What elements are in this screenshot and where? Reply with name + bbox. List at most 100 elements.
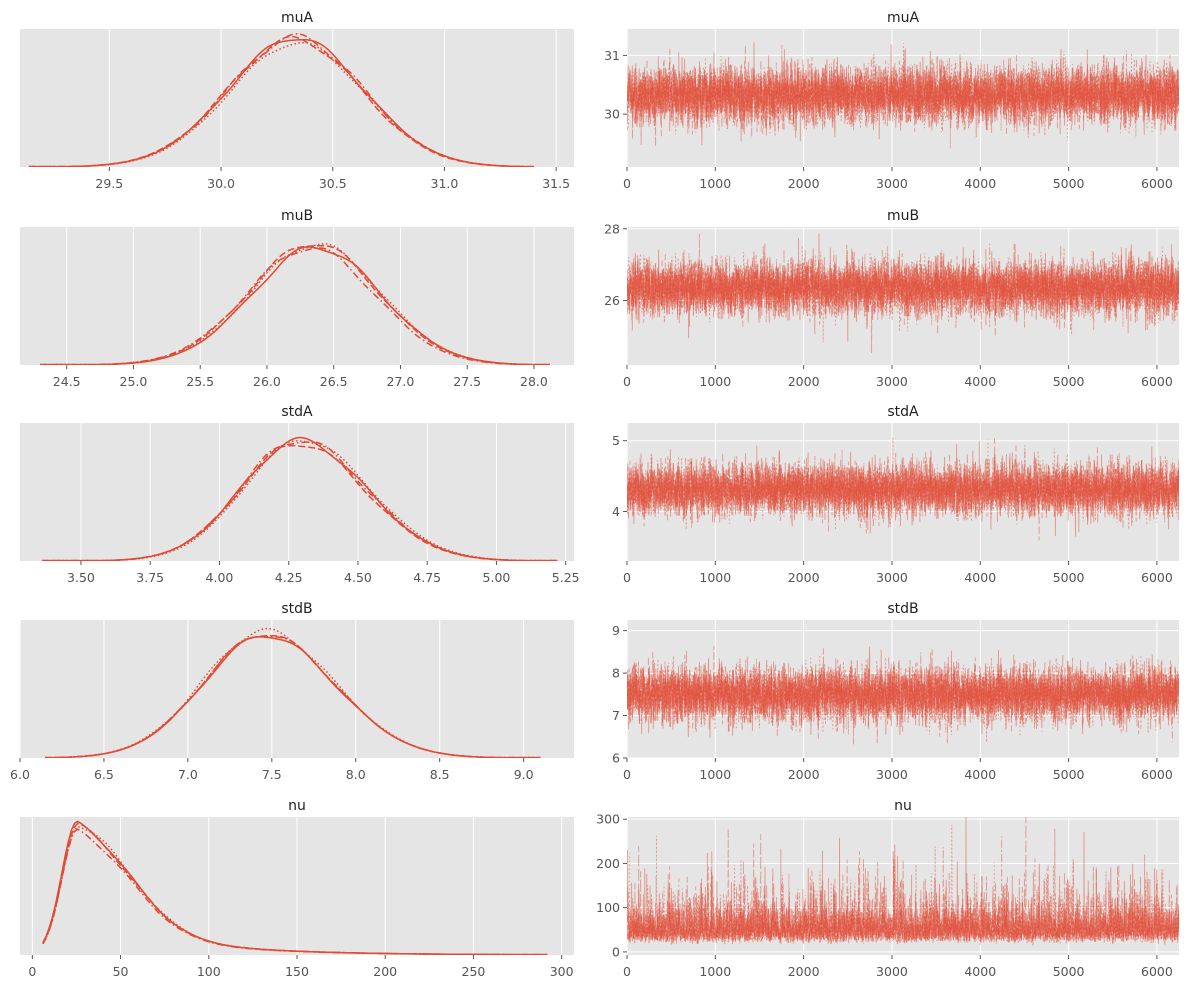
x-tick-label: 26.5 (320, 374, 348, 389)
density-line-chain-4 (45, 627, 541, 758)
panel-title: nu (894, 798, 912, 814)
panel-density-stdA: stdA 3.50 3.75 4.00 4.25 4.50 4.75 5.00 5.25 (20, 404, 580, 585)
x-tick-label: 1000 (699, 964, 731, 979)
panel-title: stdA (887, 404, 919, 420)
panel-density-stdB: stdB 6.0 6.5 7.0 7.5 8.0 8.5 9.0 (10, 601, 574, 782)
x-tick-label: 5000 (1053, 767, 1085, 782)
x-tick-label: 24.5 (53, 374, 81, 389)
panel-trace-nu: nu 0 1000 2000 3000 4000 5000 6000 0 100 200 300 (596, 798, 1179, 979)
series-group (627, 233, 1179, 354)
x-tick-label: 300 (550, 964, 574, 979)
x-tick-label: 1000 (699, 176, 731, 191)
x-tick-label: 4000 (964, 374, 996, 389)
panel-density-nu: nu 0 50 100 150 200 250 300 (20, 798, 574, 979)
x-tick-label: 0 (623, 767, 631, 782)
x-tick-label: 31.0 (431, 176, 459, 191)
x-tick-label: 250 (462, 964, 486, 979)
x-tick-label: 5000 (1053, 964, 1085, 979)
x-tick-label: 2000 (788, 964, 820, 979)
x-tick-label: 0 (623, 570, 631, 585)
panel-trace-stdA: stdA 0 1000 2000 3000 4000 5000 6000 4 5 (612, 404, 1179, 585)
x-tick-label: 25.5 (186, 374, 214, 389)
series-group (627, 645, 1179, 745)
y-tick-label: 100 (596, 900, 620, 915)
x-tick-label: 9.0 (514, 767, 534, 782)
x-tick-label: 0 (623, 176, 631, 191)
y-tick-label: 9 (612, 623, 620, 638)
y-tick-label: 0 (612, 944, 620, 959)
x-tick-label: 8.0 (346, 767, 366, 782)
x-tick-label: 29.5 (95, 176, 123, 191)
trace-line-chain-4 (627, 437, 1179, 531)
panel-title: stdA (281, 404, 313, 420)
x-tick-label: 6000 (1141, 570, 1173, 585)
trace-line-chain-4 (627, 245, 1179, 343)
x-tick-label: 1000 (699, 570, 731, 585)
series-group (627, 437, 1179, 541)
x-tick-label: 27.5 (453, 374, 481, 389)
x-tick-label: 30.0 (207, 176, 235, 191)
x-tick-label: 3000 (876, 767, 908, 782)
x-tick-label: 5000 (1053, 570, 1085, 585)
x-tick-label: 3.50 (67, 570, 95, 585)
y-tick-label: 7 (612, 708, 620, 723)
x-tick-label: 3000 (876, 374, 908, 389)
x-tick-label: 2000 (788, 570, 820, 585)
x-tick-label: 0 (28, 964, 36, 979)
x-tick-label: 3000 (876, 570, 908, 585)
x-tick-label: 4.00 (206, 570, 234, 585)
series-group (627, 42, 1179, 149)
x-tick-label: 4.50 (344, 570, 372, 585)
y-tick-label: 300 (596, 812, 620, 827)
x-tick-label: 0 (623, 964, 631, 979)
trace-line-chain-4 (627, 42, 1179, 149)
x-tick-label: 31.5 (542, 176, 570, 191)
density-line-chain-4 (42, 825, 548, 955)
x-tick-label: 4.25 (275, 570, 303, 585)
plot-area (20, 227, 574, 365)
panel-title: muA (281, 10, 314, 26)
panel-trace-muB: muB 0 1000 2000 3000 4000 5000 6000 26 28 (604, 208, 1179, 389)
panel-trace-stdB: stdB 0 1000 2000 3000 4000 5000 6000 6 7 8 9 (612, 601, 1179, 782)
x-tick-label: 4.75 (413, 570, 441, 585)
x-tick-label: 6000 (1141, 767, 1173, 782)
x-tick-label: 25.0 (120, 374, 148, 389)
density-line-chain-4 (42, 440, 558, 561)
plot-area (20, 620, 574, 758)
x-tick-label: 6000 (1141, 964, 1173, 979)
x-tick-label: 1000 (699, 767, 731, 782)
x-tick-label: 4000 (964, 767, 996, 782)
y-tick-label: 200 (596, 856, 620, 871)
x-tick-label: 27.0 (387, 374, 415, 389)
x-tick-label: 4000 (964, 964, 996, 979)
panel-title: stdB (281, 601, 312, 617)
panel-title: stdB (887, 601, 918, 617)
y-tick-label: 30 (604, 107, 620, 122)
x-tick-label: 3000 (876, 176, 908, 191)
plot-area (20, 423, 574, 561)
panel-density-muA: muA 29.5 30.0 30.5 31.0 31.5 (20, 10, 574, 191)
x-tick-label: 26.0 (253, 374, 281, 389)
density-line-chain-3 (40, 247, 550, 365)
x-tick-label: 28.0 (520, 374, 548, 389)
x-tick-label: 5.00 (483, 570, 511, 585)
series-group (42, 436, 558, 561)
y-tick-label: 26 (604, 293, 620, 308)
x-tick-label: 4000 (964, 176, 996, 191)
y-tick-label: 31 (604, 48, 620, 63)
plot-area (20, 29, 574, 167)
y-tick-label: 4 (612, 504, 620, 519)
x-tick-label: 150 (285, 964, 309, 979)
panel-title: muB (281, 208, 313, 224)
x-tick-label: 6000 (1141, 374, 1173, 389)
y-tick-label: 28 (604, 221, 620, 236)
x-tick-label: 3.75 (136, 570, 164, 585)
series-group (42, 820, 548, 955)
x-tick-label: 30.5 (319, 176, 347, 191)
x-tick-label: 2000 (788, 176, 820, 191)
x-tick-label: 0 (623, 374, 631, 389)
x-tick-label: 5000 (1053, 176, 1085, 191)
x-tick-label: 200 (373, 964, 397, 979)
